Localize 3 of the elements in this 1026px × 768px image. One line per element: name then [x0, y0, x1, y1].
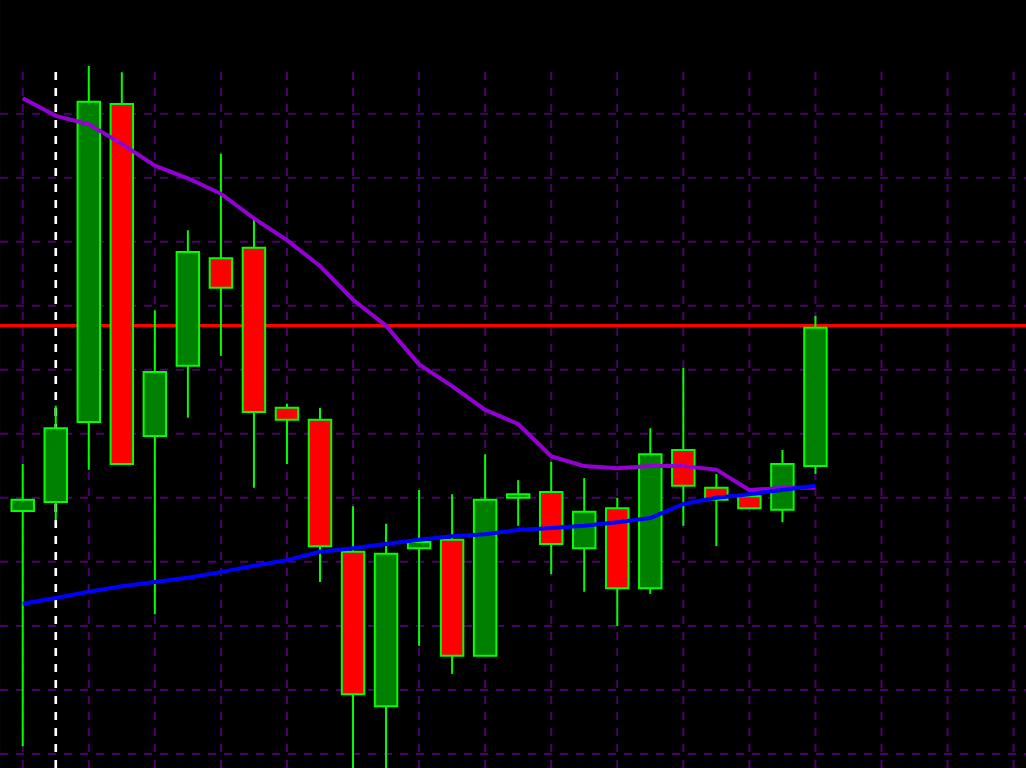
candlestick: [274, 402, 300, 466]
candlestick: [505, 479, 531, 527]
candlestick: [671, 366, 696, 527]
